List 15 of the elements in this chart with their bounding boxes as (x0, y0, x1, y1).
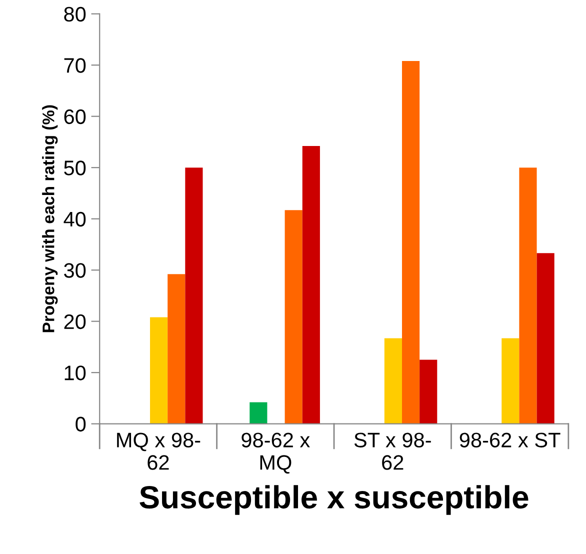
y-tick-label: 40 (64, 212, 86, 227)
y-tick-label: 80 (64, 6, 86, 22)
y-tick-label: 10 (64, 366, 86, 380)
x-tick-label: MQ x 98- 62 (117, 432, 200, 470)
y-tick-label: 0 (76, 416, 86, 432)
y-tick-label: 30 (64, 263, 86, 278)
x-tick-label: 98-62 x ST (460, 432, 560, 448)
y-tick-label: 60 (64, 109, 86, 124)
y-tick-label: 70 (64, 58, 86, 73)
x-tick-label: 98-62 x MQ (242, 432, 310, 474)
y-tick-label: 50 (64, 160, 86, 176)
x-tick-label: ST x 98- 62 (354, 432, 431, 470)
y-tick-label: 20 (64, 314, 86, 330)
y-axis-title: Progeny with each rating (%) (42, 105, 58, 332)
x-axis-title: Susceptible x susceptible (140, 485, 528, 515)
